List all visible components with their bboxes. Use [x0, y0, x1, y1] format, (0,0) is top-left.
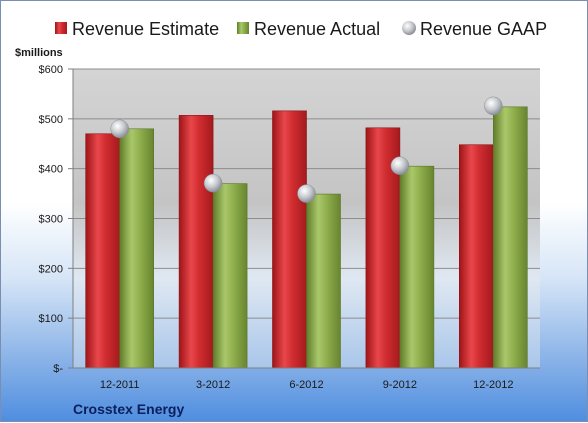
bar-revenue-estimate	[458, 144, 494, 369]
x-tick-label: 3-2012	[196, 379, 230, 391]
gaap-marker	[390, 156, 410, 175]
legend: Revenue Estimate Revenue Actual Revenue …	[55, 19, 547, 39]
legend-item-actual: Revenue Actual	[237, 19, 380, 39]
bars	[85, 106, 528, 369]
x-tick-label: 6-2012	[289, 379, 323, 391]
bar-revenue-estimate	[85, 133, 120, 369]
y-tick-label: $300	[39, 214, 63, 226]
bar-revenue-estimate	[178, 115, 214, 369]
gaap-markers	[110, 96, 503, 203]
y-tick-label: $-	[53, 363, 63, 375]
bar-revenue-actual	[306, 193, 341, 369]
legend-swatch-estimate	[55, 22, 67, 34]
gaap-marker	[203, 173, 223, 193]
y-tick-label: $600	[39, 64, 63, 76]
legend-item-estimate: Revenue Estimate	[55, 19, 219, 39]
y-tick-label: $100	[39, 313, 63, 325]
legend-label-gaap: Revenue GAAP	[420, 19, 547, 39]
x-axis-ticks: 12-2011 3-2012 6-2012 9-2012 12-2012	[100, 379, 514, 391]
legend-label-estimate: Revenue Estimate	[72, 19, 219, 39]
y-axis-ticks: $- $100 $200 $300 $400 $500 $600	[39, 64, 64, 375]
gaap-marker	[110, 119, 129, 139]
y-axis-unit-label: $millions	[15, 47, 63, 59]
y-tick-label: $400	[39, 164, 63, 176]
legend-swatch-actual	[237, 22, 249, 34]
legend-label-actual: Revenue Actual	[254, 19, 380, 39]
gaap-marker	[297, 184, 316, 203]
x-tick-label: 12-2011	[100, 379, 140, 391]
x-tick-label: 9-2012	[383, 379, 417, 391]
legend-item-gaap: Revenue GAAP	[402, 19, 547, 39]
bar-revenue-actual	[119, 128, 154, 369]
bar-revenue-actual	[212, 183, 248, 369]
legend-swatch-gaap	[402, 21, 416, 35]
y-tick-label: $200	[39, 263, 63, 275]
y-tick-label: $500	[39, 114, 63, 126]
bar-revenue-estimate	[272, 110, 307, 369]
bar-revenue-actual	[492, 106, 528, 369]
x-tick-label: 12-2012	[473, 379, 513, 391]
bar-revenue-actual	[399, 165, 435, 369]
gaap-marker	[484, 96, 503, 116]
company-name: Crosstex Energy	[73, 401, 184, 417]
